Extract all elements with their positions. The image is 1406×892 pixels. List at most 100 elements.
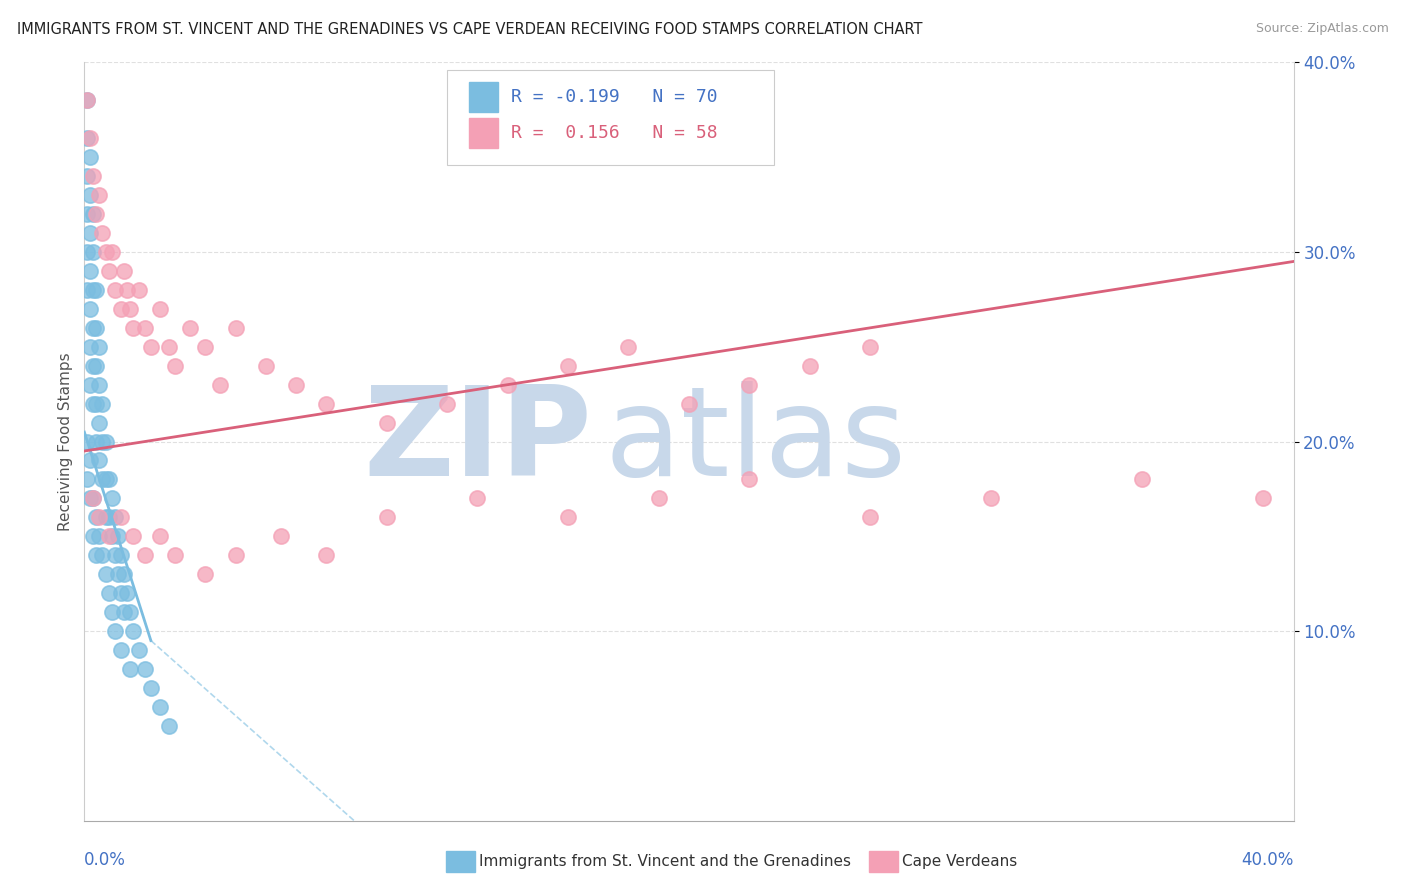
Point <box>100 605 122 619</box>
Text: 40.0%: 40.0% <box>1241 851 1294 869</box>
Y-axis label: Receiving Food Stamps: Receiving Food Stamps <box>58 352 73 531</box>
Point <box>91 434 114 449</box>
Point <box>79 491 101 506</box>
Point <box>94 473 117 487</box>
Point <box>100 244 122 259</box>
Point <box>134 662 156 676</box>
Point <box>76 244 98 259</box>
Point <box>112 264 135 278</box>
Point <box>100 529 122 543</box>
Point <box>436 396 458 410</box>
Point <box>97 510 120 524</box>
Point <box>86 434 108 449</box>
Point <box>118 662 141 676</box>
Point <box>110 643 132 657</box>
Point <box>89 340 111 354</box>
Text: Cape Verdeans: Cape Verdeans <box>901 854 1017 869</box>
Point <box>134 548 156 563</box>
Point <box>100 491 122 506</box>
Point <box>91 226 114 240</box>
Point <box>139 681 162 695</box>
Point <box>94 244 117 259</box>
Point <box>104 283 127 297</box>
Point <box>86 510 108 524</box>
Point <box>617 340 640 354</box>
Point <box>86 359 108 373</box>
Point <box>79 377 101 392</box>
Text: Source: ZipAtlas.com: Source: ZipAtlas.com <box>1256 22 1389 36</box>
Point <box>859 340 882 354</box>
Point <box>121 320 143 334</box>
Point <box>157 340 180 354</box>
Point <box>79 188 101 202</box>
Point <box>128 643 150 657</box>
Point <box>86 207 108 221</box>
Point <box>799 359 821 373</box>
Point <box>82 320 104 334</box>
Point <box>89 529 111 543</box>
Point <box>79 453 101 467</box>
Text: IMMIGRANTS FROM ST. VINCENT AND THE GRENADINES VS CAPE VERDEAN RECEIVING FOOD ST: IMMIGRANTS FROM ST. VINCENT AND THE GREN… <box>17 22 922 37</box>
Point <box>134 320 156 334</box>
Point <box>225 320 247 334</box>
Point <box>89 377 111 392</box>
Point <box>89 188 111 202</box>
Point <box>165 359 187 373</box>
Point <box>980 491 1002 506</box>
Point <box>149 699 172 714</box>
Point <box>557 510 579 524</box>
Point <box>86 320 108 334</box>
Point <box>76 94 98 108</box>
Point <box>82 491 104 506</box>
Point <box>79 340 101 354</box>
Point <box>149 301 172 316</box>
Point <box>82 169 104 184</box>
Point <box>112 605 135 619</box>
Point <box>97 473 120 487</box>
Point <box>496 377 519 392</box>
Point <box>254 359 277 373</box>
FancyBboxPatch shape <box>468 118 498 148</box>
Point <box>76 283 98 297</box>
Point <box>76 473 98 487</box>
Point <box>97 264 120 278</box>
Point <box>121 624 143 639</box>
Point <box>149 529 172 543</box>
Point <box>1130 473 1153 487</box>
Point <box>157 719 180 733</box>
Point <box>1253 491 1275 506</box>
Point <box>467 491 489 506</box>
Point <box>110 548 132 563</box>
Text: R =  0.156   N = 58: R = 0.156 N = 58 <box>512 124 718 142</box>
Point <box>285 377 308 392</box>
Point <box>94 567 117 582</box>
Point <box>112 567 135 582</box>
Text: atlas: atlas <box>605 381 907 502</box>
Point <box>82 207 104 221</box>
Point <box>76 131 98 145</box>
Point <box>82 244 104 259</box>
FancyBboxPatch shape <box>869 851 898 872</box>
Point <box>86 396 108 410</box>
Point <box>115 586 138 600</box>
Point <box>648 491 671 506</box>
Point <box>91 548 114 563</box>
Point <box>315 396 337 410</box>
Point <box>107 529 129 543</box>
Point <box>194 340 217 354</box>
Point <box>89 510 111 524</box>
Point <box>86 548 108 563</box>
FancyBboxPatch shape <box>447 70 773 165</box>
Point <box>107 567 129 582</box>
Point <box>859 510 882 524</box>
Point <box>139 340 162 354</box>
Point <box>82 359 104 373</box>
Text: R = -0.199   N = 70: R = -0.199 N = 70 <box>512 88 718 106</box>
Point <box>79 131 101 145</box>
Point <box>76 169 98 184</box>
Point <box>678 396 700 410</box>
Point <box>165 548 187 563</box>
Point <box>97 529 120 543</box>
Text: ZIP: ZIP <box>364 381 592 502</box>
Point <box>128 283 150 297</box>
